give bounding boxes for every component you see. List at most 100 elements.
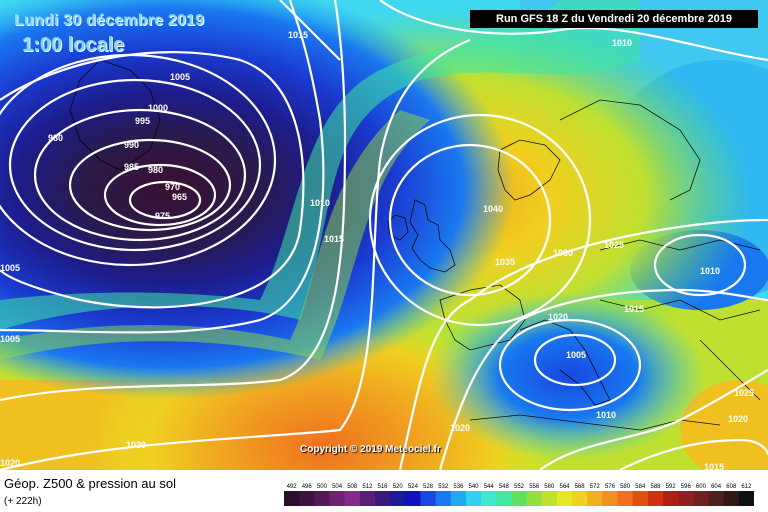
isobar-label: 1020 xyxy=(0,458,20,468)
isobar-label: 1005 xyxy=(0,334,20,344)
legend-color-swatch xyxy=(481,491,497,506)
legend-tick-label: 500 xyxy=(317,484,328,490)
copyright-notice: Copyright © 2019 Meteociel.fr xyxy=(300,444,441,455)
legend-tick-label: 512 xyxy=(362,484,373,490)
legend-color-swatch xyxy=(663,491,679,506)
legend-tick-label: 544 xyxy=(484,484,495,490)
isobar-label: 1015 xyxy=(288,30,308,40)
isobar-label: 965 xyxy=(172,192,187,202)
legend-tick-label: 516 xyxy=(377,484,388,490)
legend-color-swatch xyxy=(541,491,558,506)
legend-tick-label: 492 xyxy=(287,484,298,490)
legend-color-swatch xyxy=(435,491,452,506)
isobar-label: 995 xyxy=(135,116,150,126)
legend-color-swatch xyxy=(526,491,543,506)
legend-tick-label: 584 xyxy=(635,484,646,490)
isobar-label: 1010 xyxy=(596,410,616,420)
legend-color-swatch xyxy=(420,491,437,506)
isobar-label: 1010 xyxy=(612,38,632,48)
isobar-label: 1025 xyxy=(604,240,624,250)
legend-color-swatch xyxy=(375,491,391,506)
legend-color-swatch xyxy=(450,491,467,506)
isobar-label: 985 xyxy=(124,162,139,172)
legend-color-swatch xyxy=(390,491,406,506)
legend-tick-label: 564 xyxy=(559,484,570,490)
isobar-label: 1005 xyxy=(566,350,586,360)
legend-color-swatch xyxy=(465,491,482,506)
legend-tick-label: 608 xyxy=(726,484,737,490)
geopotential-map: 1015 1010 1005 1000 995 990 985 980 980 … xyxy=(0,0,768,470)
legend-color-swatch xyxy=(647,491,664,506)
legend-tick-label: 612 xyxy=(741,484,752,490)
isobar-label: 1000 xyxy=(148,103,168,113)
isobar-label: 1020 xyxy=(728,414,748,424)
legend-color-swatch xyxy=(708,491,725,506)
isobar-label: 1005 xyxy=(170,72,190,82)
legend-color-swatch xyxy=(329,491,346,506)
legend-tick-label: 552 xyxy=(514,484,525,490)
legend-tick-label: 580 xyxy=(620,484,631,490)
isobar-label: 980 xyxy=(148,165,163,175)
color-scale-legend: 492 496 500 504 508 512 516 520 524 528 532 536 540 5… xyxy=(284,484,754,506)
legend-tick-label: 600 xyxy=(696,484,707,490)
isobar-label: 1005 xyxy=(0,263,20,273)
legend-color-swatch xyxy=(632,491,649,506)
model-run-label: Run GFS 18 Z du Vendredi 20 décembre 201… xyxy=(470,10,758,28)
product-title: Géop. Z500 & pression au sol xyxy=(4,476,176,491)
legend-tick-label: 572 xyxy=(590,484,601,490)
legend-tick-label: 604 xyxy=(711,484,722,490)
isobar-label: 1030 xyxy=(553,248,573,258)
legend-tick-label: 540 xyxy=(468,484,479,490)
isobar-label: 1020 xyxy=(548,312,568,322)
legend-tick-label: 560 xyxy=(544,484,555,490)
legend-color-swatch xyxy=(359,491,376,506)
isobar-label: 1015 xyxy=(324,234,344,244)
isobar-label: 1035 xyxy=(495,257,515,267)
legend-tick-label: 588 xyxy=(650,484,661,490)
forecast-lead-time: (+ 222h) xyxy=(4,496,42,507)
legend-color-swatch xyxy=(693,491,710,506)
isobar-label: 970 xyxy=(165,182,180,192)
legend-color-swatch xyxy=(572,491,588,506)
isobar-label: 1015 xyxy=(624,304,644,314)
isobar-label: 1020 xyxy=(126,440,146,450)
legend-tick-label: 548 xyxy=(499,484,510,490)
legend-tick-label: 496 xyxy=(302,484,313,490)
legend-tick-label: 524 xyxy=(408,484,419,490)
legend-color-swatch xyxy=(587,491,603,506)
legend-color-swatch xyxy=(299,491,315,506)
legend-color-swatch xyxy=(344,491,361,506)
legend-color-swatch xyxy=(284,491,300,506)
legend-tick-label: 592 xyxy=(666,484,677,490)
forecast-local-time: 1:00 locale xyxy=(22,34,125,56)
legend-color-swatch xyxy=(678,491,694,506)
legend-color-swatch xyxy=(556,491,573,506)
legend-tick-label: 504 xyxy=(332,484,343,490)
legend-tick-label: 556 xyxy=(529,484,540,490)
legend-color-swatch xyxy=(405,491,421,506)
isobar-label: 975 xyxy=(155,211,170,221)
legend-color-swatch xyxy=(723,491,740,506)
isobar-label: 1015 xyxy=(704,462,724,470)
isobar-label: 1025 xyxy=(734,388,754,398)
isobars xyxy=(0,0,768,470)
forecast-date: Lundi 30 décembre 2019 xyxy=(14,12,205,29)
isobar-label: 1010 xyxy=(700,266,720,276)
legend-color-swatch xyxy=(602,491,619,506)
legend-tick-label: 536 xyxy=(453,484,464,490)
legend-color-swatch xyxy=(738,491,754,506)
legend-tick-label: 532 xyxy=(438,484,449,490)
legend-tick-label: 576 xyxy=(605,484,616,490)
legend-color-swatch xyxy=(511,491,528,506)
legend-tick-label: 568 xyxy=(575,484,586,490)
isobar-label: 1040 xyxy=(483,204,503,214)
isobar-label-group: 1015 1010 1005 1000 995 990 985 980 980 … xyxy=(0,30,754,470)
isobar-label: 1010 xyxy=(310,198,330,208)
legend-tick-label: 528 xyxy=(423,484,434,490)
isobar-label: 1020 xyxy=(450,423,470,433)
legend-color-swatch xyxy=(314,491,330,506)
legend-color-swatch xyxy=(617,491,634,506)
legend-tick-label: 596 xyxy=(681,484,692,490)
legend-color-swatch xyxy=(496,491,512,506)
